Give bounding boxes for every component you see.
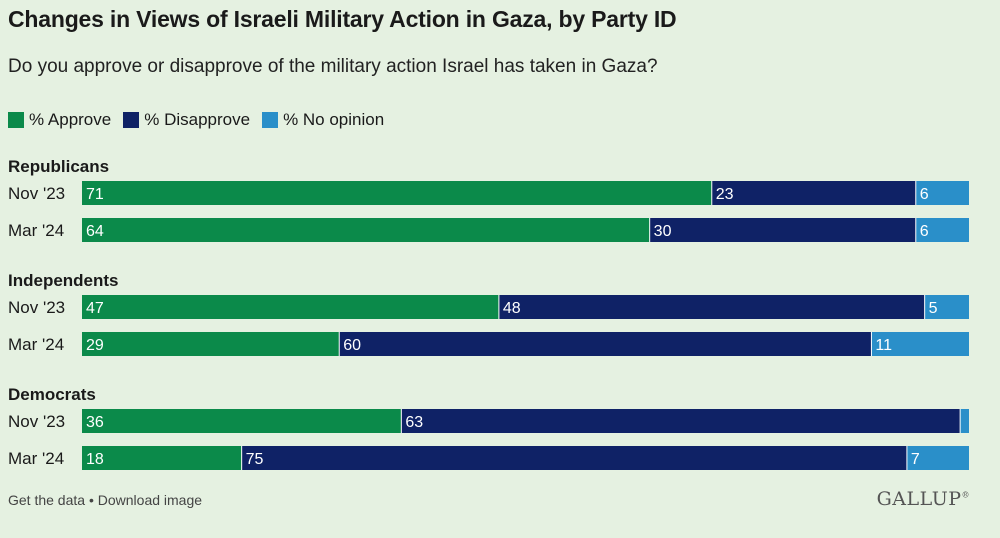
bar-segment-approve: [82, 332, 340, 356]
group-label-democrats: Democrats: [8, 385, 96, 404]
row-label: Mar '24: [8, 449, 64, 468]
gallup-logo-mark: ®: [961, 490, 970, 500]
bar-value-label: 75: [246, 451, 264, 468]
chart-title: Changes in Views of Israeli Military Act…: [8, 6, 677, 32]
gallup-logo-text: GALLUP: [876, 488, 962, 510]
bar-segment-no-opinion: [924, 295, 969, 319]
bar-value-label: 47: [86, 300, 104, 317]
bar-segment-no-opinion: [915, 181, 969, 205]
row-label: Mar '24: [8, 335, 64, 354]
bar-value-label: 11: [875, 337, 892, 354]
bar-value-label: 60: [343, 337, 361, 354]
download-image-link[interactable]: Download image: [97, 492, 203, 508]
bar-segment-no-opinion: [871, 332, 969, 356]
legend-item-disapprove: % Disapprove: [123, 110, 250, 130]
bar-value-label: 7: [911, 451, 920, 468]
legend-swatch-no-opinion: [262, 112, 279, 128]
bar-value-label: 6: [920, 223, 929, 240]
bar-segment-disapprove: [649, 218, 916, 242]
legend-item-no-opinion: % No opinion: [262, 110, 384, 130]
bar-value-label: 23: [716, 186, 734, 203]
bar-value-label: 48: [503, 300, 521, 317]
bar-segment-disapprove: [401, 409, 961, 433]
footer: Get the data • Download image: [8, 492, 202, 508]
row-label: Nov '23: [8, 412, 65, 431]
bar-segment-approve: [82, 409, 402, 433]
bar-segment-approve: [82, 181, 712, 205]
bar-value-label: 29: [86, 337, 104, 354]
group-label-independents: Independents: [8, 271, 119, 290]
bar-segment-no-opinion: [960, 409, 969, 433]
bar-segment-no-opinion: [915, 218, 969, 242]
legend-label-no-opinion: % No opinion: [283, 110, 385, 129]
bar-value-label: 63: [405, 414, 423, 431]
legend-item-approve: % Approve: [8, 110, 111, 130]
row-label: Nov '23: [8, 184, 65, 203]
row-label: Mar '24: [8, 221, 64, 240]
chart-subtitle: Do you approve or disapprove of the mili…: [8, 56, 658, 77]
bar-segment-disapprove: [498, 295, 925, 319]
bar-value-label: 36: [86, 414, 104, 431]
bar-segment-no-opinion: [906, 446, 969, 470]
group-label-republicans: Republicans: [8, 157, 109, 176]
bar-value-label: 5: [929, 300, 938, 317]
bar-segment-disapprove: [241, 446, 907, 470]
legend: % Approve % Disapprove % No opinion: [8, 110, 396, 130]
bar-segment-approve: [82, 218, 650, 242]
bar-value-label: 6: [920, 186, 929, 203]
legend-swatch-disapprove: [123, 112, 140, 128]
legend-label-approve: % Approve: [29, 110, 112, 129]
legend-label-disapprove: % Disapprove: [144, 110, 251, 129]
bar-segment-approve: [82, 446, 242, 470]
bar-segment-disapprove: [339, 332, 872, 356]
bar-value-label: 30: [654, 223, 672, 240]
bar-value-label: 71: [86, 186, 104, 203]
bar-value-label: 18: [86, 451, 104, 468]
bar-segment-approve: [82, 295, 499, 319]
footer-separator: •: [88, 492, 94, 508]
bar-segment-disapprove: [711, 181, 916, 205]
gallup-logo: GALLUP®: [877, 488, 970, 510]
row-label: Nov '23: [8, 298, 65, 317]
get-data-link[interactable]: Get the data: [8, 492, 86, 508]
legend-swatch-approve: [8, 112, 24, 128]
bar-value-label: 64: [86, 223, 104, 240]
